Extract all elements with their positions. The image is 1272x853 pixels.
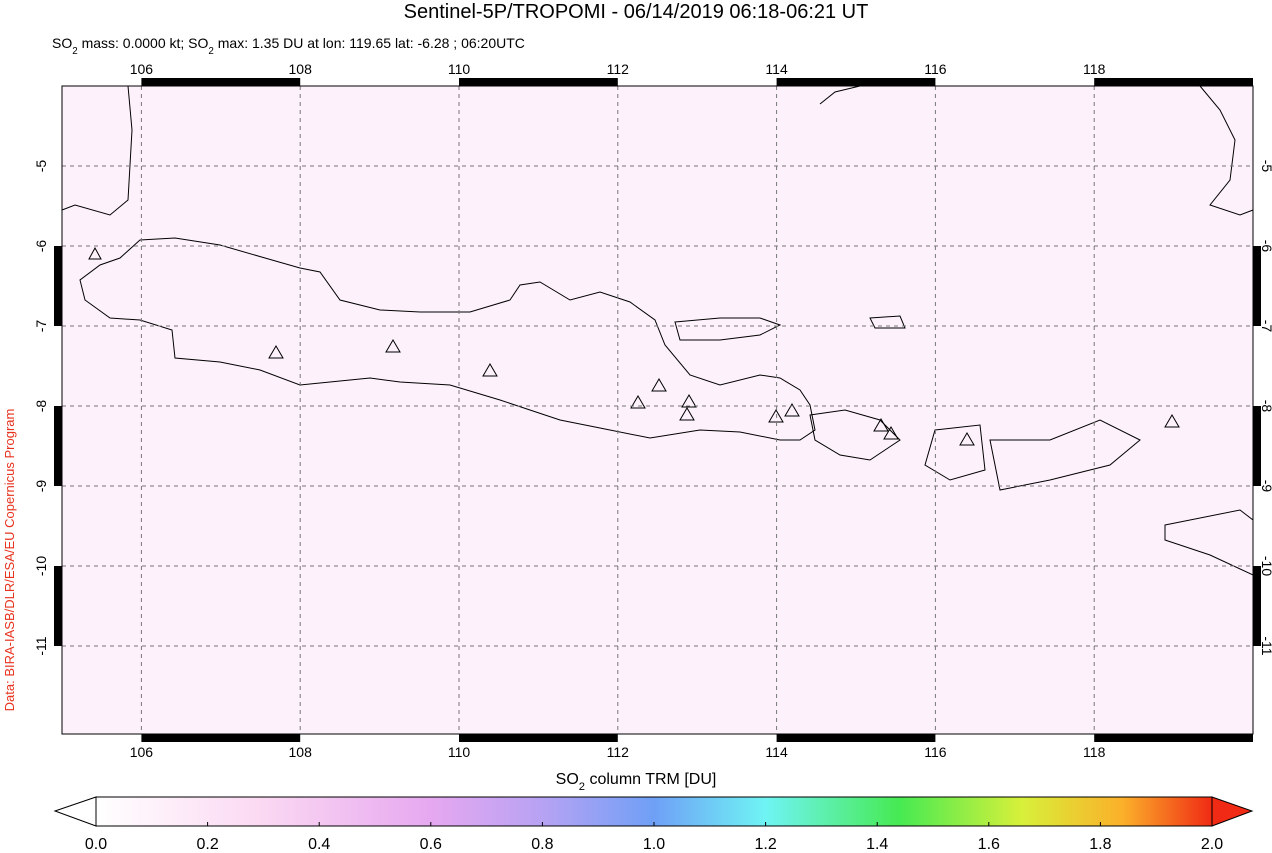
- colorbar-tick-label: 0.0: [85, 836, 107, 853]
- colorbar-under: [53, 796, 97, 827]
- y-tick-label: -6: [1259, 240, 1272, 253]
- coastline: [989, 419, 1141, 491]
- y-tick-label: -9: [1259, 480, 1272, 493]
- frame-bar: [54, 566, 62, 646]
- x-tick-label: 106: [130, 61, 154, 77]
- colorbar-tick-label: 1.8: [1089, 836, 1111, 853]
- y-tick-label: -7: [1259, 320, 1272, 333]
- coastline: [809, 409, 901, 461]
- frame-bar: [54, 246, 62, 326]
- y-tick-label: -6: [33, 240, 49, 253]
- credit: Data: BIRA-IASB/DLR/ESA/EU Copernicus Pr…: [2, 409, 17, 712]
- coastline: [869, 315, 906, 329]
- frame-bar: [459, 734, 618, 742]
- coastline: [819, 85, 861, 105]
- y-tick-label: -5: [33, 160, 49, 173]
- coastline: [61, 85, 133, 216]
- y-tick-label: -10: [33, 556, 49, 576]
- colorbar-tick-label: 1.2: [754, 836, 776, 853]
- subtitle: SO2 mass: 0.0000 kt; SO2 max: 1.35 DU at…: [52, 35, 525, 57]
- text-part: SO: [52, 35, 72, 51]
- text-part: 2: [208, 46, 213, 57]
- y-tick-label: -9: [33, 480, 49, 493]
- volcanoes: [88, 246, 1180, 446]
- x-tick-label: 118: [1083, 61, 1106, 77]
- x-tick-label: 106: [130, 744, 154, 760]
- colorbar-tick-label: 1.6: [978, 836, 1000, 853]
- text-part: 2: [579, 781, 585, 793]
- y-tick-label: -11: [33, 636, 49, 655]
- y-tick-label: -5: [1259, 160, 1272, 173]
- x-tick-label: 116: [924, 61, 947, 77]
- colorbar-label: SO2 column TRM [DU]: [556, 771, 717, 793]
- x-tick-label: 114: [765, 61, 788, 77]
- coastline: [924, 424, 986, 481]
- colorbar-tick-label: 0.4: [308, 836, 330, 853]
- axes: 106 106 108 108 110 110 112 112 114 114 116 116 118 1…: [33, 61, 1272, 760]
- text-part: max: 1.35 DU at lon: 119.65 lat: -6.28 ;…: [214, 35, 525, 51]
- colorbar-tick-label: 0.2: [196, 836, 218, 853]
- text-part: column TRM [DU]: [585, 771, 716, 788]
- frame-bar: [141, 78, 301, 86]
- x-tick-label: 116: [924, 744, 947, 760]
- frame-bar: [776, 734, 936, 742]
- x-tick-label: 112: [607, 61, 630, 77]
- coastline: [674, 317, 782, 341]
- colorbar-tick-label: 1.4: [866, 836, 888, 853]
- colorbar: [95, 796, 1213, 827]
- coastline: [79, 237, 816, 441]
- frame-bar: [1094, 734, 1253, 742]
- colorbar-tick-label: 1.0: [643, 836, 665, 853]
- map-background: [62, 86, 1253, 734]
- frame-bar: [1094, 78, 1253, 86]
- x-tick-label: 112: [607, 744, 630, 760]
- coastlines: [61, 85, 1254, 576]
- y-tick-label: -11: [1259, 636, 1272, 655]
- x-tick-label: 110: [448, 61, 471, 77]
- frame-bar: [1253, 566, 1261, 646]
- y-tick-label: -8: [1259, 400, 1272, 413]
- x-tick-label: 118: [1083, 744, 1106, 760]
- colorbar-tick-label: 0.8: [531, 836, 553, 853]
- y-tick-label: -7: [33, 320, 49, 333]
- colorbar-tick-label: 0.6: [420, 836, 442, 853]
- frame-bar: [776, 78, 936, 86]
- frame-bar: [54, 406, 62, 486]
- volcano-marker: [88, 246, 1180, 446]
- x-tick-label: 110: [448, 744, 471, 760]
- x-tick-label: 108: [289, 744, 313, 760]
- map-frame: [61, 85, 1254, 735]
- frame-bar: [459, 78, 618, 86]
- text-part: 2: [72, 46, 77, 57]
- x-tick-label: 114: [765, 744, 788, 760]
- y-tick-label: -10: [1259, 556, 1272, 576]
- text-part: SO: [556, 771, 579, 788]
- frame-bar: [141, 734, 301, 742]
- title: Sentinel-5P/TROPOMI - 06/14/2019 06:18-0…: [404, 1, 869, 23]
- colorbar-tick-label: 2.0: [1201, 836, 1223, 853]
- y-tick-label: -8: [33, 400, 49, 413]
- coastline: [1199, 85, 1254, 216]
- x-tick-label: 108: [289, 61, 313, 77]
- frame-bar: [1253, 406, 1261, 486]
- frame-bar: [1253, 246, 1261, 326]
- colorbar-over: [1211, 796, 1254, 827]
- text-part: mass: 0.0000 kt; SO: [78, 35, 209, 51]
